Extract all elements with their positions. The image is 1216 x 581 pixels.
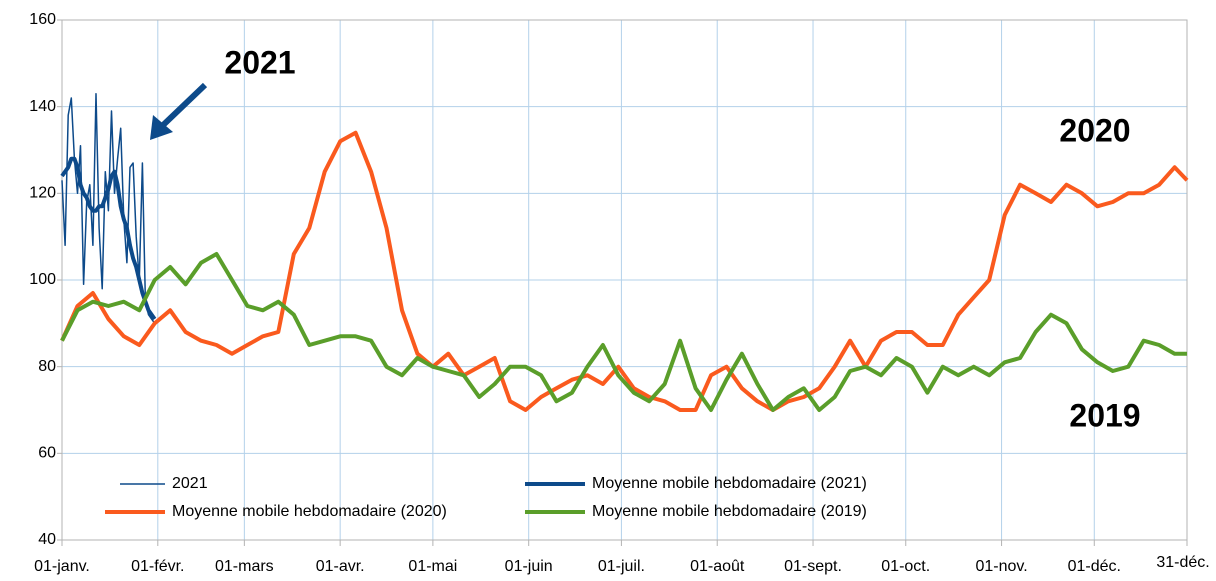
series-line bbox=[60, 252, 1187, 412]
y-tick-label: 160 bbox=[29, 11, 56, 28]
x-tick-label: 01-sept. bbox=[784, 558, 842, 575]
legend-label: Moyenne mobile hebdomadaire (2019) bbox=[592, 503, 867, 520]
x-tick-label: 01-févr. bbox=[131, 558, 184, 575]
x-tick-label: 01-avr. bbox=[316, 558, 365, 575]
x-tick-label: 01-mars bbox=[215, 558, 274, 575]
y-tick-label: 120 bbox=[29, 185, 56, 202]
grid bbox=[61, 19, 1188, 541]
x-tick-label: 01-août bbox=[690, 558, 745, 575]
lines bbox=[60, 92, 1189, 412]
x-tick-label: 01-oct. bbox=[881, 558, 930, 575]
y-tick-label: 60 bbox=[38, 445, 56, 462]
arrow-head bbox=[150, 115, 173, 140]
x-tick-label: 01-janv. bbox=[34, 558, 90, 575]
y-tick-label: 40 bbox=[38, 531, 56, 548]
x-tick-label: 01-nov. bbox=[975, 558, 1027, 575]
y-tick-label: 100 bbox=[29, 271, 56, 288]
legend-label: Moyenne mobile hebdomadaire (2021) bbox=[592, 475, 867, 492]
annotation: 2021 bbox=[224, 44, 295, 80]
legend-label: 2021 bbox=[172, 475, 208, 492]
arrow bbox=[157, 82, 208, 131]
x-tick-label: 01-juil. bbox=[598, 558, 645, 575]
annotation: 2019 bbox=[1069, 397, 1140, 433]
x-tick-label: 01-déc. bbox=[1068, 558, 1121, 575]
annotation: 2020 bbox=[1059, 112, 1130, 148]
legend-label: Moyenne mobile hebdomadaire (2020) bbox=[172, 503, 447, 520]
x-tick-label: 01-juin bbox=[505, 558, 553, 575]
y-tick-label: 80 bbox=[38, 358, 56, 375]
series-line bbox=[60, 130, 1189, 412]
y-tick-label: 140 bbox=[29, 98, 56, 115]
x-tick-label: 31-déc. bbox=[1156, 554, 1209, 571]
series-line bbox=[60, 156, 157, 321]
x-tick-label: 01-mai bbox=[408, 558, 457, 575]
